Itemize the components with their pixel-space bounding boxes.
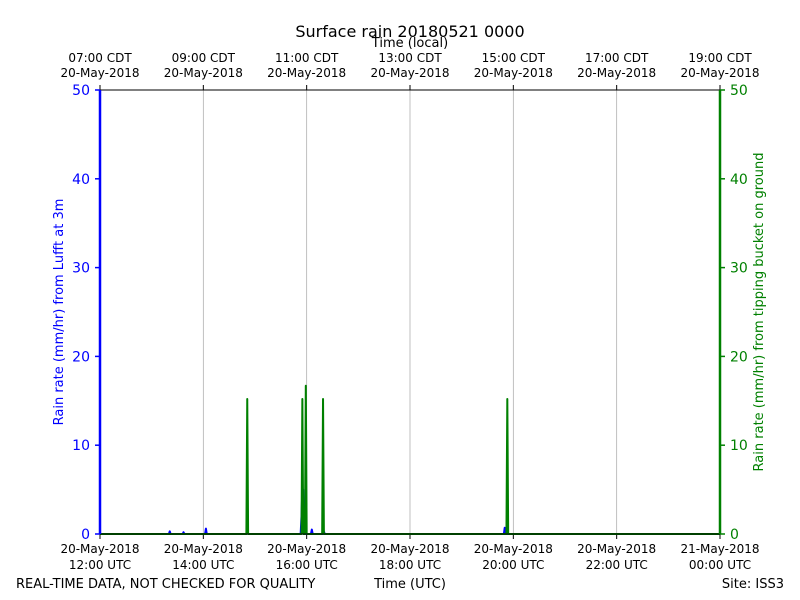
left-axis-ticks: 0 10 20 30 40 50 [72, 83, 100, 543]
bottom-tick-date: 20-May-2018 [60, 542, 139, 556]
chart-title: Surface rain 20180521 0000 [295, 22, 524, 41]
top-tick-date: 20-May-2018 [164, 66, 243, 80]
bottom-tick-date: 20-May-2018 [474, 542, 553, 556]
top-tick-date: 20-May-2018 [577, 66, 656, 80]
left-tick-label: 50 [72, 83, 90, 99]
bottom-axis-ticks: 20-May-2018 12:00 UTC 20-May-2018 14:00 UTC… [60, 534, 760, 572]
bottom-tick-date: 20-May-2018 [577, 542, 656, 556]
left-tick-label: 20 [72, 349, 90, 365]
grid-lines [202, 90, 618, 534]
bottom-tick-time: 20:00 UTC [482, 558, 544, 572]
top-tick-time: 19:00 CDT [688, 51, 752, 65]
top-axis-label: Time (local) [371, 36, 448, 51]
top-tick-date: 20-May-2018 [474, 66, 553, 80]
bottom-axis-label: Time (UTC) [373, 577, 446, 592]
top-tick-date: 20-May-2018 [267, 66, 346, 80]
footer-site: Site: ISS3 [722, 577, 784, 592]
series-layer [100, 384, 720, 535]
right-axis-ticks: 0 10 20 30 40 50 [720, 83, 748, 543]
footer-quality-note: REAL-TIME DATA, NOT CHECKED FOR QUALITY [16, 577, 315, 592]
bottom-tick-time: 14:00 UTC [172, 558, 234, 572]
right-tick-label: 30 [730, 261, 748, 277]
bottom-tick-time: 00:00 UTC [689, 558, 751, 572]
left-tick-label: 0 [81, 527, 90, 543]
top-tick-time: 13:00 CDT [378, 51, 442, 65]
right-tick-label: 40 [730, 172, 748, 188]
bottom-tick-date: 20-May-2018 [164, 542, 243, 556]
left-tick-label: 40 [72, 172, 90, 188]
left-axis-label: Rain rate (mm/hr) from Lufft at 3m [52, 199, 67, 426]
top-tick-date: 20-May-2018 [60, 66, 139, 80]
top-tick-date: 20-May-2018 [370, 66, 449, 80]
bottom-tick-time: 18:00 UTC [379, 558, 441, 572]
top-tick-time: 17:00 CDT [585, 51, 649, 65]
bottom-tick-date: 20-May-2018 [370, 542, 449, 556]
top-tick-time: 09:00 CDT [172, 51, 236, 65]
top-tick-time: 15:00 CDT [482, 51, 546, 65]
top-tick-time: 07:00 CDT [68, 51, 132, 65]
left-tick-label: 30 [72, 261, 90, 277]
right-tick-label: 20 [730, 349, 748, 365]
bottom-tick-time: 12:00 UTC [69, 558, 131, 572]
right-axis-label: Rain rate (mm/hr) from tipping bucket on… [752, 153, 767, 472]
bottom-tick-time: 22:00 UTC [586, 558, 648, 572]
right-tick-label: 0 [730, 527, 739, 543]
bottom-tick-date: 21-May-2018 [680, 542, 759, 556]
left-tick-label: 10 [72, 438, 90, 454]
top-tick-date: 20-May-2018 [680, 66, 759, 80]
bottom-tick-time: 16:00 UTC [276, 558, 338, 572]
tipping-bucket-rain-line [100, 384, 720, 535]
right-tick-label: 10 [730, 438, 748, 454]
bottom-tick-date: 20-May-2018 [267, 542, 346, 556]
right-tick-label: 50 [730, 83, 748, 99]
top-tick-time: 11:00 CDT [275, 51, 339, 65]
